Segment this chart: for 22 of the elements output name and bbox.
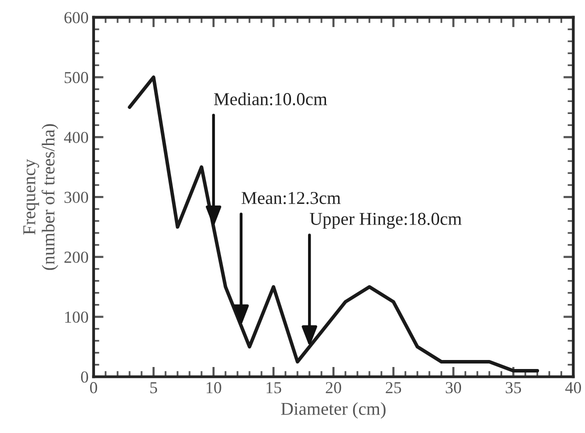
x-tick-label: 40: [565, 382, 581, 394]
y-tick-label: 400: [64, 132, 88, 144]
x-tick-label: 10: [206, 382, 222, 394]
x-axis-title: Diameter (cm): [281, 402, 386, 419]
y-tick-label: 0: [81, 371, 88, 383]
annotation: Median:10.0cm: [214, 92, 328, 106]
y-tick-label: 100: [65, 312, 88, 323]
y-axis-title: Frequency (number of trees/ha): [23, 124, 58, 270]
x-tick-label: 20: [326, 382, 342, 394]
y-tick-label: 500: [64, 72, 88, 84]
x-tick-label: 30: [446, 382, 462, 394]
line-series: [128, 75, 540, 372]
y-tick-label: 300: [64, 192, 88, 203]
y-tick-label: 200: [64, 252, 88, 263]
x-tick-label: 0: [90, 382, 98, 394]
annotation: Mean:12.3cm: [242, 192, 341, 204]
annotation: Upper Hinge:18.0cm: [310, 212, 462, 229]
x-tick-label: 15: [266, 382, 282, 394]
y-tick-label: 600: [64, 12, 88, 24]
x-tick-label: 5: [150, 382, 158, 394]
x-tick-label: 35: [506, 382, 522, 394]
x-tick-label: 25: [386, 382, 402, 394]
